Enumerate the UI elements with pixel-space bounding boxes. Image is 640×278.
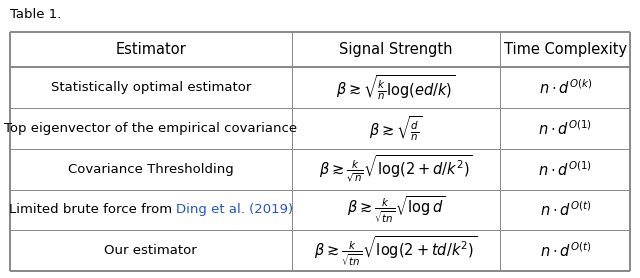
Text: $n \cdot d^{O(t)}$: $n \cdot d^{O(t)}$ <box>540 201 591 219</box>
Text: Ding et al. (2019): Ding et al. (2019) <box>176 203 293 217</box>
Text: Time Complexity: Time Complexity <box>504 42 627 57</box>
Text: Signal Strength: Signal Strength <box>339 42 452 57</box>
Text: Table 1.: Table 1. <box>10 8 61 21</box>
Text: $n \cdot d^{O(1)}$: $n \cdot d^{O(1)}$ <box>538 160 592 178</box>
Text: $n \cdot d^{O(t)}$: $n \cdot d^{O(t)}$ <box>540 241 591 260</box>
Text: Our estimator: Our estimator <box>104 244 197 257</box>
Text: $n \cdot d^{O(1)}$: $n \cdot d^{O(1)}$ <box>538 119 592 138</box>
Text: $\beta \gtrsim \sqrt{\frac{d}{n}}$: $\beta \gtrsim \sqrt{\frac{d}{n}}$ <box>369 114 423 143</box>
Text: $n \cdot d^{O(k)}$: $n \cdot d^{O(k)}$ <box>539 78 592 97</box>
Text: $\beta \gtrsim \frac{k}{\sqrt{tn}} \sqrt{\log d}$: $\beta \gtrsim \frac{k}{\sqrt{tn}} \sqrt… <box>347 194 445 225</box>
Text: Covariance Thresholding: Covariance Thresholding <box>68 163 234 176</box>
Text: Estimator: Estimator <box>115 42 186 57</box>
Text: $\beta \gtrsim \frac{k}{\sqrt{tn}} \sqrt{\log(2 + td/k^2)}$: $\beta \gtrsim \frac{k}{\sqrt{tn}} \sqrt… <box>314 234 477 268</box>
Text: Top eigenvector of the empirical covariance: Top eigenvector of the empirical covaria… <box>4 122 298 135</box>
Text: Statistically optimal estimator: Statistically optimal estimator <box>51 81 251 94</box>
Text: Limited brute force from: Limited brute force from <box>8 203 176 217</box>
Text: $\beta \gtrsim \frac{k}{\sqrt{n}} \sqrt{\log(2 + d/k^2)}$: $\beta \gtrsim \frac{k}{\sqrt{n}} \sqrt{… <box>319 154 473 185</box>
Text: $\beta \gtrsim \sqrt{\frac{k}{n} \log(ed/k)}$: $\beta \gtrsim \sqrt{\frac{k}{n} \log(ed… <box>337 73 456 102</box>
